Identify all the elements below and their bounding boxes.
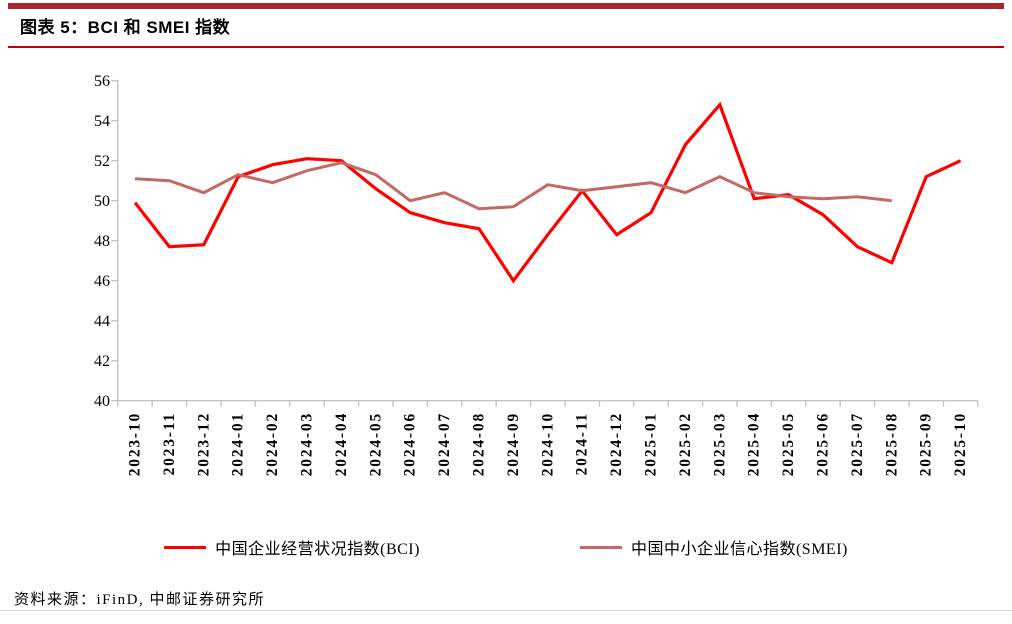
y-tick-label: 42 [94,353,110,370]
y-tick-label: 40 [94,393,110,410]
legend-item-smei: 中国中小企业信心指数(SMEI) [579,535,848,559]
y-tick-label: 50 [94,193,110,210]
x-tick-label: 2024-03 [299,412,316,476]
x-tick-label: 2025-03 [711,412,728,476]
x-tick-label: 2024-10 [539,412,556,476]
x-tick-label: 2024-05 [367,412,384,476]
chart-area: 40 42 44 46 48 50 52 54 56 2023-10 2023-11 2023-12 2… [0,56,1012,526]
bottom-divider [0,610,1012,611]
legend: 中国企业经营状况指数(BCI) 中国中小企业信心指数(SMEI) [0,534,1012,560]
y-axis-labels: 40 42 44 46 48 50 52 54 56 [94,73,110,410]
smei-line-swatch [579,545,622,549]
axes [111,79,979,407]
smei-legend-label: 中国中小企业信心指数(SMEI) [630,541,848,558]
title-divider [8,46,1004,48]
x-tick-label: 2023-10 [127,412,144,476]
x-tick-label: 2023-11 [161,412,178,475]
x-tick-label: 2025-02 [677,412,694,476]
x-tick-label: 2024-08 [471,412,488,476]
x-tick-label: 2025-04 [746,412,763,476]
y-tick-label: 56 [94,73,110,90]
x-tick-label: 2025-10 [952,412,969,476]
smei-line [134,161,892,211]
x-tick-label: 2024-01 [230,412,247,476]
y-tick-label: 44 [94,313,110,330]
x-tick-label: 2025-01 [643,412,660,476]
y-tick-label: 46 [94,273,110,290]
bci-legend-label: 中国企业经营状况指数(BCI) [215,541,420,558]
x-tick-label: 2024-11 [574,412,591,475]
x-tick-label: 2025-08 [883,412,900,476]
source-note: 资料来源：iFinD, 中邮证券研究所 [14,592,266,608]
page-title: 图表 5：BCI 和 SMEI 指数 [20,18,231,37]
x-tick-label: 2024-07 [436,412,453,476]
y-tick-label: 54 [94,113,110,130]
bci-line [133,101,962,284]
header-accent-bar [8,3,1004,9]
x-tick-label: 2025-07 [849,412,866,476]
x-tick-label: 2024-02 [264,412,281,476]
x-tick-label: 2025-05 [780,412,797,476]
legend-item-bci: 中国企业经营状况指数(BCI) [164,535,420,559]
y-tick-label: 52 [94,153,110,170]
bci-line-swatch [164,545,207,549]
x-tick-label: 2023-12 [195,412,212,476]
x-tick-label: 2024-06 [402,412,419,476]
x-tick-label: 2024-09 [505,412,522,476]
x-tick-label: 2025-09 [918,412,935,476]
y-tick-label: 48 [94,233,110,250]
x-tick-label: 2024-12 [608,412,625,476]
x-tick-label: 2025-06 [815,412,832,476]
x-axis-labels: 2023-10 2023-11 2023-12 2024-01 2024-02 2024-… [127,412,970,476]
x-tick-label: 2024-04 [333,412,350,476]
